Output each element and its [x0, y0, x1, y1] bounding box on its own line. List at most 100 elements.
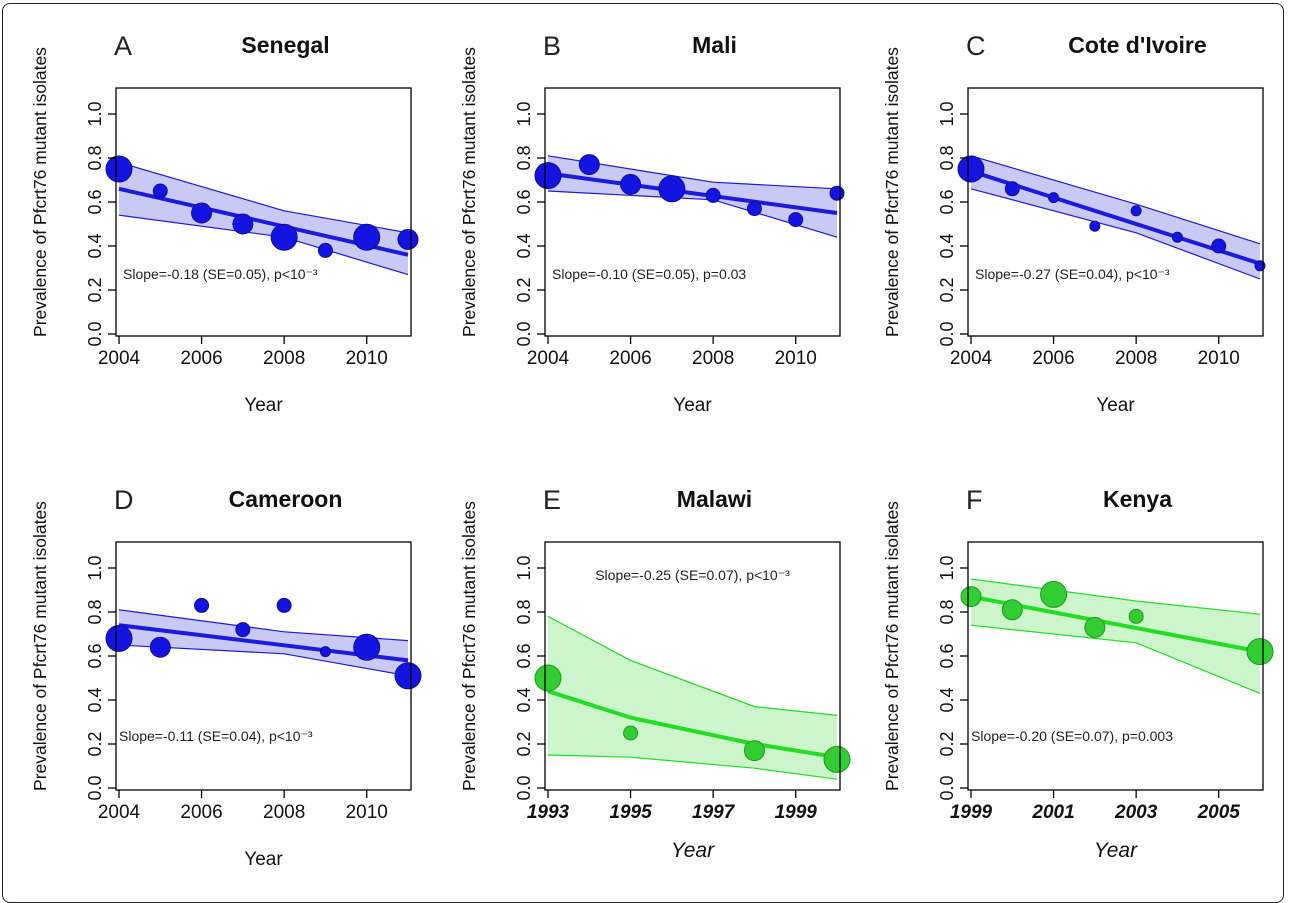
x-tick-label: 2010 — [346, 348, 388, 369]
confidence-band — [548, 616, 837, 780]
x-axis-label: Year — [244, 395, 283, 416]
panel-e: E Malawi 0.0 0.2 0.4 0.6 0.8 1.0 1993 1995 1997 199… — [459, 485, 851, 862]
panel-title: Malawi — [677, 486, 752, 512]
data-point — [394, 662, 422, 690]
panel-letter: D — [114, 485, 134, 515]
data-point — [1001, 599, 1023, 621]
y-tick-label: 0.0 — [937, 775, 957, 800]
data-point — [746, 201, 762, 217]
data-point — [1128, 608, 1144, 624]
x-axis-label: Year — [673, 395, 712, 416]
y-tick-label: 1.0 — [514, 555, 534, 580]
x-tick-label: 2010 — [1198, 348, 1240, 369]
y-axis-label: Prevalence of Pfcrt76 mutant isolates — [882, 501, 902, 791]
y-tick-label: 1.0 — [85, 101, 105, 126]
panel-letter: A — [114, 31, 132, 61]
slope-annotation: Slope=-0.27 (SE=0.04), p<10⁻³ — [975, 266, 1170, 282]
y-tick-label: 1.0 — [85, 555, 105, 580]
y-tick-label: 0.8 — [937, 145, 957, 170]
data-point — [823, 745, 851, 773]
y-tick-label: 0.2 — [85, 277, 105, 302]
y-tick-label: 0.4 — [514, 687, 534, 712]
data-point — [105, 624, 133, 652]
data-point — [960, 586, 982, 608]
y-tick-label: 0.0 — [85, 775, 105, 800]
x-tick-label: 2008 — [263, 802, 305, 823]
x-tick-label: 2006 — [1032, 348, 1074, 369]
panel-letter: F — [966, 485, 983, 515]
data-point — [276, 597, 292, 613]
panel-title: Mali — [692, 32, 737, 58]
x-tick-label: 2004 — [98, 348, 141, 369]
data-point — [1089, 220, 1101, 232]
slope-annotation: Slope=-0.25 (SE=0.07), p<10⁻³ — [595, 567, 790, 583]
y-tick-label: 0.2 — [937, 731, 957, 756]
chart-grid: A Senegal 0.0 0.2 0.4 0.6 0.8 1.0 2004 2006 2008 20… — [30, 31, 1274, 870]
ci-lower-line — [970, 624, 1261, 694]
ci-lower-line — [547, 754, 838, 780]
panel-letter: C — [966, 31, 986, 61]
y-tick-label: 0.0 — [85, 321, 105, 346]
data-point — [578, 154, 600, 176]
data-point — [194, 597, 210, 613]
y-tick-label: 0.8 — [85, 145, 105, 170]
y-tick-label: 0.8 — [937, 599, 957, 624]
ci-lower-line — [118, 644, 409, 677]
data-point — [957, 155, 985, 183]
data-point — [1040, 580, 1068, 608]
y-tick-label: 0.8 — [514, 599, 534, 624]
y-axis-label: Prevalence of Pfcrt76 mutant isolates — [459, 501, 479, 791]
y-tick-label: 0.6 — [514, 643, 534, 668]
data-point — [152, 183, 168, 199]
confidence-band — [971, 579, 1260, 694]
panel-title: Cameroon — [229, 486, 343, 512]
y-tick-label: 0.6 — [85, 189, 105, 214]
y-axis-label: Prevalence of Pfcrt76 mutant isolates — [30, 501, 50, 791]
panel-c: C Cote d'Ivoire 0.0 0.2 0.4 0.6 0.8 1.0 2004 2006… — [882, 31, 1266, 416]
panel-letter: B — [543, 31, 561, 61]
data-point — [353, 633, 381, 661]
y-tick-label: 1.0 — [937, 101, 957, 126]
x-tick-label: 2010 — [775, 348, 817, 369]
x-tick-label: 1993 — [527, 802, 570, 823]
y-axis-label: Prevalence of Pfcrt76 mutant isolates — [30, 47, 50, 337]
data-point — [1130, 205, 1142, 217]
panel-title: Cote d'Ivoire — [1068, 32, 1206, 58]
data-point — [788, 212, 804, 228]
plot-box — [115, 87, 412, 337]
data-point — [270, 223, 298, 251]
data-point — [623, 725, 639, 741]
figure-frame — [2, 3, 1284, 903]
x-tick-label: 1997 — [692, 802, 736, 823]
y-tick-label: 0.6 — [85, 643, 105, 668]
data-point — [353, 223, 381, 251]
slope-annotation: Slope=-0.20 (SE=0.07), p=0.003 — [971, 728, 1173, 744]
ci-upper-line — [547, 615, 838, 716]
data-point — [705, 187, 721, 203]
confidence-band — [548, 155, 837, 238]
data-point — [658, 175, 686, 203]
data-point — [232, 213, 254, 235]
data-point — [534, 162, 562, 190]
y-axis-label: Prevalence of Pfcrt76 mutant isolates — [882, 47, 902, 337]
data-point — [743, 740, 765, 762]
data-point — [1048, 192, 1060, 204]
slope-annotation: Slope=-0.10 (SE=0.05), p=0.03 — [552, 266, 746, 282]
panel-f: F Kenya 0.0 0.2 0.4 0.6 0.8 1.0 1999 2001 2003 2005… — [882, 485, 1274, 862]
y-tick-label: 0.4 — [85, 687, 105, 712]
slope-annotation: Slope=-0.11 (SE=0.04), p<10⁻³ — [119, 728, 313, 744]
y-tick-label: 0.4 — [937, 233, 957, 258]
y-tick-label: 0.4 — [937, 687, 957, 712]
x-axis-label: Year — [244, 849, 283, 870]
x-tick-label: 2001 — [1031, 802, 1074, 823]
x-tick-label: 2010 — [346, 802, 388, 823]
y-tick-label: 0.2 — [514, 731, 534, 756]
panel-title: Kenya — [1103, 486, 1172, 512]
x-tick-label: 2008 — [692, 348, 734, 369]
x-axis-label: Year — [1094, 839, 1138, 862]
x-tick-label: 1999 — [950, 802, 993, 823]
panel-a: A Senegal 0.0 0.2 0.4 0.6 0.8 1.0 2004 2006 2008 20… — [30, 31, 419, 416]
data-point — [620, 173, 642, 195]
data-point — [1004, 181, 1020, 197]
plot-box — [967, 541, 1264, 791]
